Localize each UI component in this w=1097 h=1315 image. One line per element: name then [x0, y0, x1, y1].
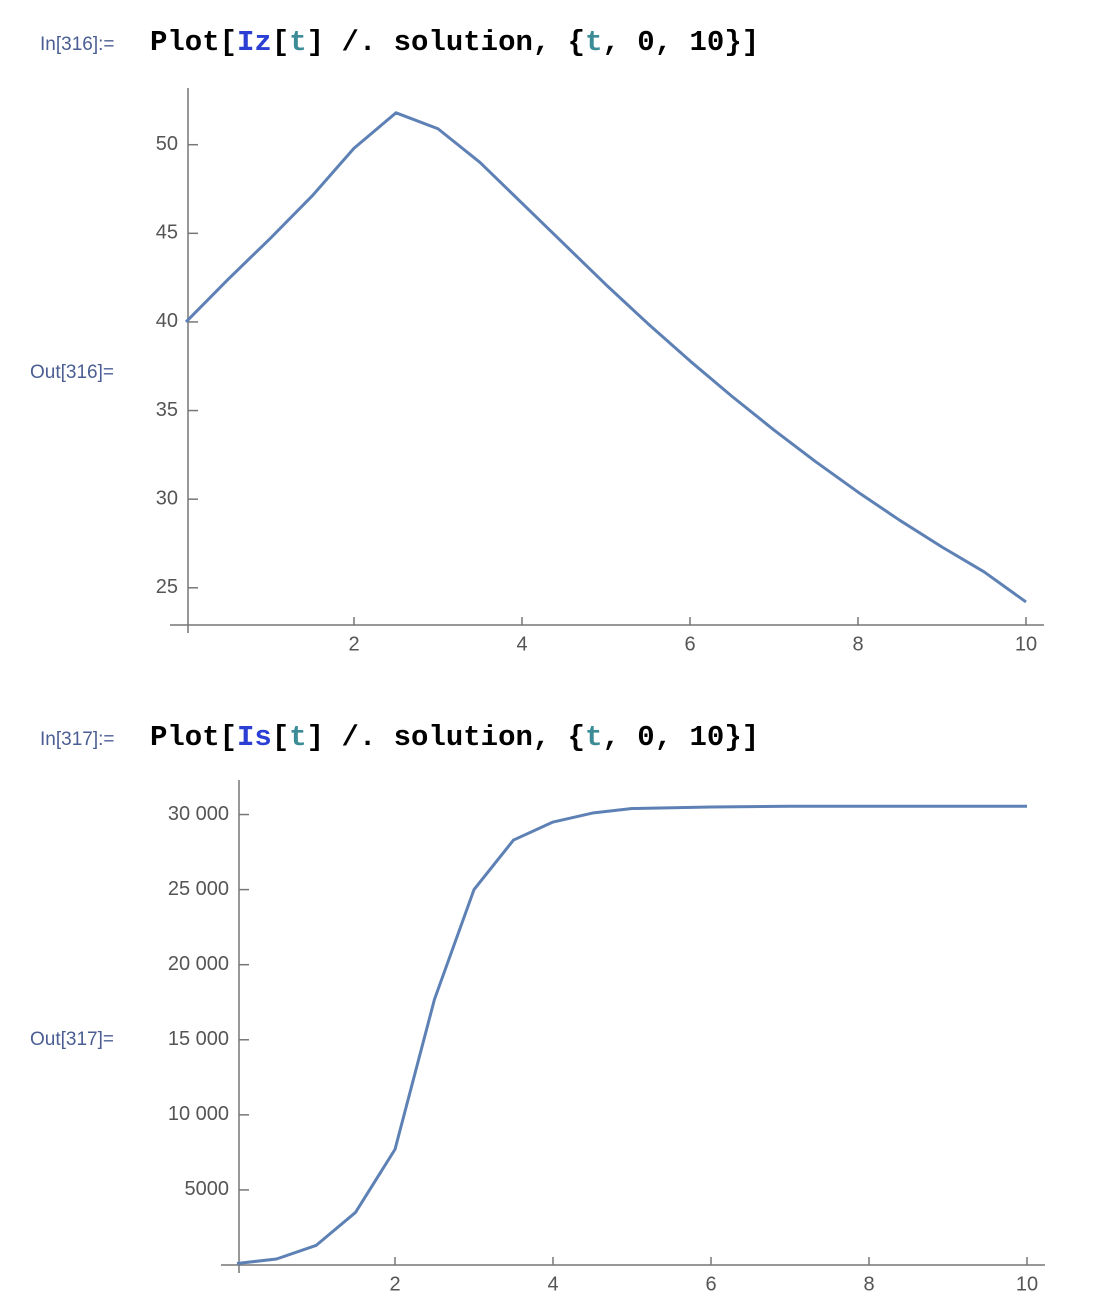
- code-token: ] /. solution, {: [307, 721, 585, 754]
- y-tick-label: 45: [156, 222, 178, 244]
- code-token: t: [289, 721, 306, 754]
- code-token: [: [272, 26, 289, 59]
- y-tick-label: 5000: [185, 1178, 230, 1200]
- x-tick-label: 4: [547, 1273, 558, 1295]
- code-token: , 0, 10}]: [603, 26, 760, 59]
- y-tick-label: 35: [156, 399, 178, 421]
- x-tick-label: 2: [348, 633, 359, 655]
- x-tick-label: 4: [516, 633, 527, 655]
- input-code: Plot[Iz[t] /. solution, {t, 0, 10}]: [150, 26, 759, 59]
- code-token: Plot[: [150, 721, 237, 754]
- y-tick-label: 25 000: [168, 878, 229, 900]
- y-tick-label: 30 000: [168, 803, 229, 825]
- y-tick-label: 15 000: [168, 1028, 229, 1050]
- code-token: [: [272, 721, 289, 754]
- code-token: t: [585, 26, 602, 59]
- code-token: Iz: [237, 26, 272, 59]
- x-tick-label: 6: [684, 633, 695, 655]
- line-series: [236, 804, 1027, 1265]
- code-token: Is: [237, 721, 272, 754]
- code-token: t: [585, 721, 602, 754]
- y-tick-label: 30: [156, 487, 178, 509]
- y-tick-label: 25: [156, 576, 178, 598]
- x-tick-label: 10: [1015, 633, 1037, 655]
- in-label: In[316]:=: [40, 34, 114, 55]
- y-tick-label: 20 000: [168, 953, 229, 975]
- x-tick-label: 10: [1016, 1273, 1038, 1295]
- y-tick-label: 10 000: [168, 1103, 229, 1125]
- code-token: ] /. solution, {: [307, 26, 585, 59]
- code-token: Plot[: [150, 26, 237, 59]
- y-tick-label: 50: [156, 133, 178, 155]
- x-tick-label: 8: [863, 1273, 874, 1295]
- out-label: Out[317]=: [30, 1029, 114, 1050]
- x-tick-label: 2: [389, 1273, 400, 1295]
- input-code: Plot[Is[t] /. solution, {t, 0, 10}]: [150, 721, 759, 754]
- line-series: [184, 111, 1027, 604]
- y-tick-label: 40: [156, 310, 178, 332]
- code-token: t: [289, 26, 306, 59]
- in-label: In[317]:=: [40, 729, 114, 750]
- x-tick-label: 8: [852, 633, 863, 655]
- x-tick-label: 6: [705, 1273, 716, 1295]
- code-token: , 0, 10}]: [603, 721, 760, 754]
- out-label: Out[316]=: [30, 362, 114, 383]
